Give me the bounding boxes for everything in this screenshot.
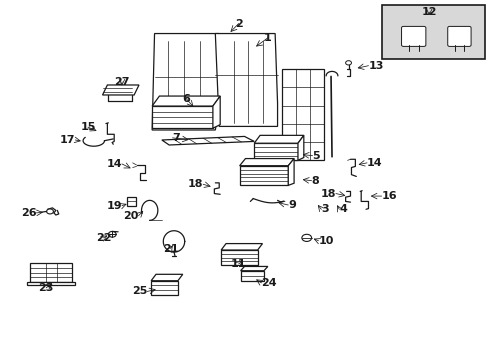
Text: 10: 10 — [318, 236, 333, 246]
Bar — [381, 5, 484, 59]
Text: 23: 23 — [39, 283, 54, 293]
Polygon shape — [239, 166, 287, 185]
Polygon shape — [221, 250, 257, 265]
Polygon shape — [151, 281, 178, 295]
Polygon shape — [240, 271, 264, 281]
Polygon shape — [282, 69, 323, 160]
Text: 25: 25 — [132, 287, 147, 296]
Text: 11: 11 — [230, 259, 246, 269]
Polygon shape — [30, 263, 72, 282]
Text: 22: 22 — [96, 233, 111, 243]
Polygon shape — [162, 136, 254, 145]
FancyBboxPatch shape — [401, 26, 425, 46]
Text: 27: 27 — [114, 77, 129, 87]
Circle shape — [301, 234, 311, 242]
Polygon shape — [151, 274, 183, 281]
Text: 3: 3 — [321, 204, 328, 214]
Polygon shape — [254, 143, 297, 160]
Polygon shape — [254, 135, 303, 143]
Polygon shape — [215, 33, 277, 126]
Text: 4: 4 — [339, 204, 346, 214]
Text: 8: 8 — [311, 176, 319, 186]
Text: 12: 12 — [421, 7, 436, 17]
Text: 24: 24 — [261, 278, 277, 288]
Text: 18: 18 — [187, 179, 203, 189]
Text: 20: 20 — [123, 211, 138, 221]
Polygon shape — [287, 158, 293, 185]
Polygon shape — [152, 96, 220, 106]
Text: 13: 13 — [368, 61, 383, 71]
Text: 21: 21 — [163, 244, 178, 253]
FancyBboxPatch shape — [447, 26, 470, 46]
Polygon shape — [240, 266, 267, 271]
Polygon shape — [152, 33, 220, 130]
Polygon shape — [27, 282, 75, 285]
Text: 26: 26 — [20, 208, 36, 218]
Circle shape — [46, 209, 53, 214]
Polygon shape — [212, 96, 220, 128]
Text: 7: 7 — [172, 133, 180, 143]
Text: 14: 14 — [106, 159, 122, 169]
Text: 9: 9 — [287, 200, 296, 210]
Polygon shape — [102, 85, 139, 95]
Text: 17: 17 — [60, 135, 75, 145]
Text: 18: 18 — [320, 189, 335, 199]
Bar — [126, 197, 135, 206]
Polygon shape — [297, 135, 303, 160]
Polygon shape — [152, 106, 212, 128]
Text: 15: 15 — [80, 122, 96, 132]
Polygon shape — [221, 244, 262, 250]
Polygon shape — [239, 158, 293, 166]
Text: 6: 6 — [182, 94, 190, 104]
Circle shape — [345, 61, 351, 65]
Text: 16: 16 — [381, 191, 396, 201]
Text: 1: 1 — [264, 33, 271, 43]
Text: 5: 5 — [312, 151, 320, 161]
Text: 14: 14 — [366, 158, 382, 168]
Text: 2: 2 — [234, 18, 242, 28]
Circle shape — [108, 231, 116, 237]
Text: 19: 19 — [106, 201, 122, 211]
